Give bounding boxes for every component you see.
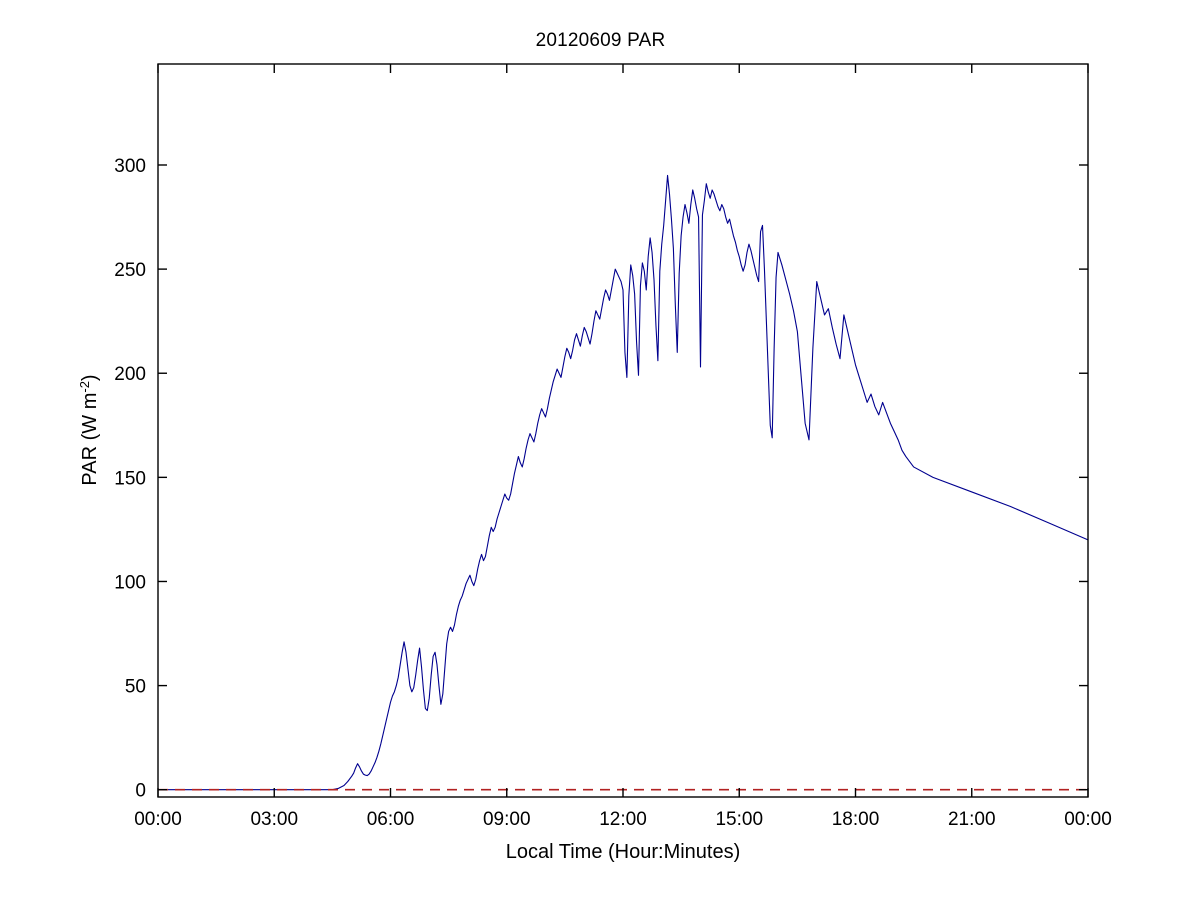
plot-background: [158, 64, 1088, 797]
y-axis-label: PAR (W m-2): [77, 374, 101, 485]
x-tick-label: 21:00: [948, 809, 996, 830]
x-axis-label: Local Time (Hour:Minutes): [506, 841, 741, 863]
y-tick-label: 150: [114, 468, 146, 489]
x-tick-label: 09:00: [483, 809, 531, 830]
x-axis-ticks: 00:00 03:00 06:00 09:00 12:00 15:00 18:00 21:00…: [134, 64, 1112, 830]
y-axis-ticks: 0 50 100 150 200 250 300: [114, 156, 1088, 802]
y-tick-label: 50: [125, 677, 146, 698]
y-tick-label: 300: [114, 156, 146, 177]
x-tick-label: 03:00: [250, 809, 298, 830]
par-data-line: [158, 174, 1089, 791]
page-title: 20120609 PAR: [535, 30, 666, 51]
x-tick-label: 00:00: [1064, 809, 1112, 830]
y-tick-label: 250: [114, 260, 146, 281]
x-tick-label: 15:00: [715, 809, 763, 830]
svg-text:PAR (W m-2): PAR (W m-2): [77, 374, 101, 485]
y-axis-label-tail: ): [79, 374, 101, 381]
y-tick-label: 0: [135, 781, 146, 802]
y-tick-label: 200: [114, 364, 146, 385]
x-tick-label: 12:00: [599, 809, 647, 830]
y-axis-label-superscript: -2: [77, 381, 92, 393]
y-tick-label: 100: [114, 572, 146, 593]
y-axis-label-main: PAR (W m: [79, 393, 101, 486]
x-tick-label: 18:00: [832, 809, 880, 830]
x-tick-label: 06:00: [367, 809, 415, 830]
x-tick-label: 00:00: [134, 809, 182, 830]
